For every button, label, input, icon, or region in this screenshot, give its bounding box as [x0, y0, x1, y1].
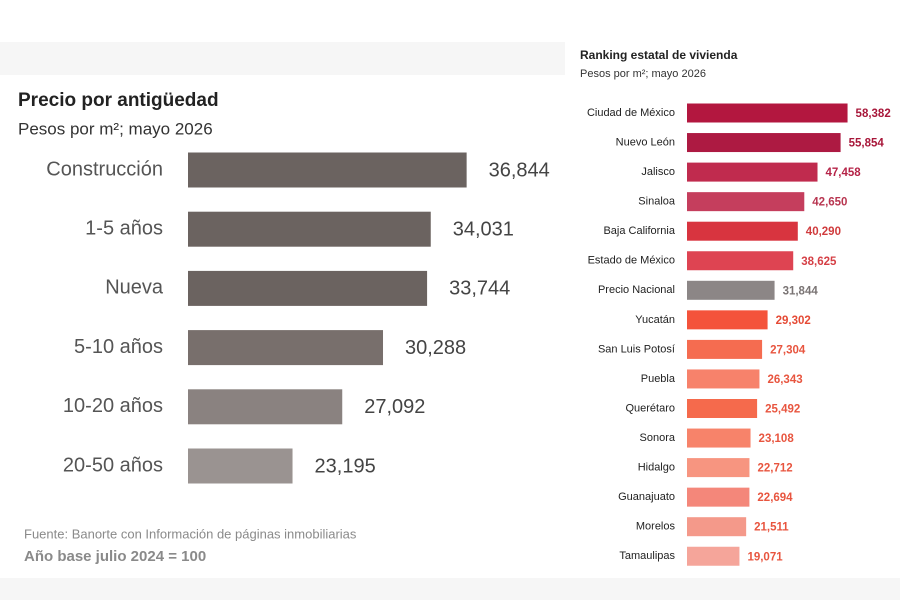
value-label: 42,650	[812, 197, 847, 209]
category-label: Nuevo León	[616, 136, 675, 148]
bar	[687, 103, 848, 123]
bar	[188, 211, 431, 247]
category-label: Sonora	[640, 432, 676, 444]
source-note: Año base julio 2024 = 100	[24, 548, 206, 565]
value-label: 29,302	[776, 315, 811, 327]
bar	[687, 428, 751, 448]
category-label: 1-5 años	[85, 217, 163, 239]
value-label: 55,854	[849, 138, 885, 150]
category-label: Estado de México	[588, 255, 675, 267]
value-label: 21,511	[754, 522, 789, 534]
bar	[687, 192, 805, 212]
chart-title: Ranking estatal de vivienda	[580, 48, 738, 62]
bar	[188, 270, 428, 306]
category-label: Puebla	[641, 373, 676, 385]
bottom-band	[0, 578, 900, 600]
value-label: 23,108	[759, 433, 795, 445]
category-label: Baja California	[603, 225, 675, 237]
category-label: Jalisco	[641, 166, 675, 178]
value-label: 33,744	[449, 278, 510, 300]
bar	[188, 330, 384, 366]
value-label: 34,031	[453, 218, 514, 240]
bar	[687, 251, 794, 271]
bar	[687, 280, 775, 300]
value-label: 30,288	[405, 337, 466, 359]
category-label: Precio Nacional	[598, 284, 675, 296]
value-label: 22,712	[757, 463, 792, 475]
value-label: 25,492	[765, 404, 800, 416]
category-label: Ciudad de México	[587, 107, 675, 119]
value-label: 36,844	[489, 159, 550, 181]
chart-title: Precio por antigüedad	[18, 90, 219, 111]
bar	[687, 221, 798, 241]
chart-subtitle: Pesos por m²; mayo 2026	[18, 119, 213, 138]
value-label: 31,844	[783, 285, 819, 297]
value-label: 26,343	[767, 374, 802, 386]
bar	[687, 369, 760, 389]
value-label: 22,694	[757, 492, 793, 504]
bar	[687, 517, 747, 537]
category-label: San Luis Potosí	[598, 343, 675, 355]
value-label: 58,382	[856, 108, 891, 120]
chart-subtitle: Pesos por m²; mayo 2026	[580, 68, 706, 80]
bar	[687, 162, 818, 182]
category-label: Construcción	[46, 158, 163, 180]
category-label: 20-50 años	[63, 454, 163, 476]
category-label: Tamaulipas	[619, 550, 675, 562]
category-label: Sinaloa	[638, 196, 676, 208]
value-label: 47,458	[826, 167, 862, 179]
value-label: 38,625	[801, 256, 837, 268]
category-label: Morelos	[636, 521, 676, 533]
category-label: Querétaro	[625, 402, 675, 414]
value-label: 40,290	[806, 226, 841, 238]
category-label: 10-20 años	[63, 395, 163, 417]
bar	[687, 310, 768, 330]
category-label: Hidalgo	[638, 462, 675, 474]
category-label: Nueva	[105, 277, 164, 299]
bar	[687, 339, 763, 359]
category-label: Yucatán	[635, 314, 675, 326]
value-label: 27,304	[770, 344, 806, 356]
bar	[188, 389, 343, 425]
bar	[188, 448, 293, 484]
category-label: 5-10 años	[74, 336, 163, 358]
bar	[687, 546, 740, 566]
bar	[687, 487, 750, 507]
bar	[188, 152, 467, 188]
bar	[687, 399, 758, 418]
source-note: Fuente: Banorte con Información de págin…	[24, 526, 357, 541]
value-label: 27,092	[364, 396, 425, 418]
category-label: Guanajuato	[618, 491, 675, 503]
value-label: 19,071	[747, 551, 783, 563]
bar	[687, 458, 750, 478]
value-label: 23,195	[315, 455, 376, 477]
bar	[687, 133, 841, 153]
